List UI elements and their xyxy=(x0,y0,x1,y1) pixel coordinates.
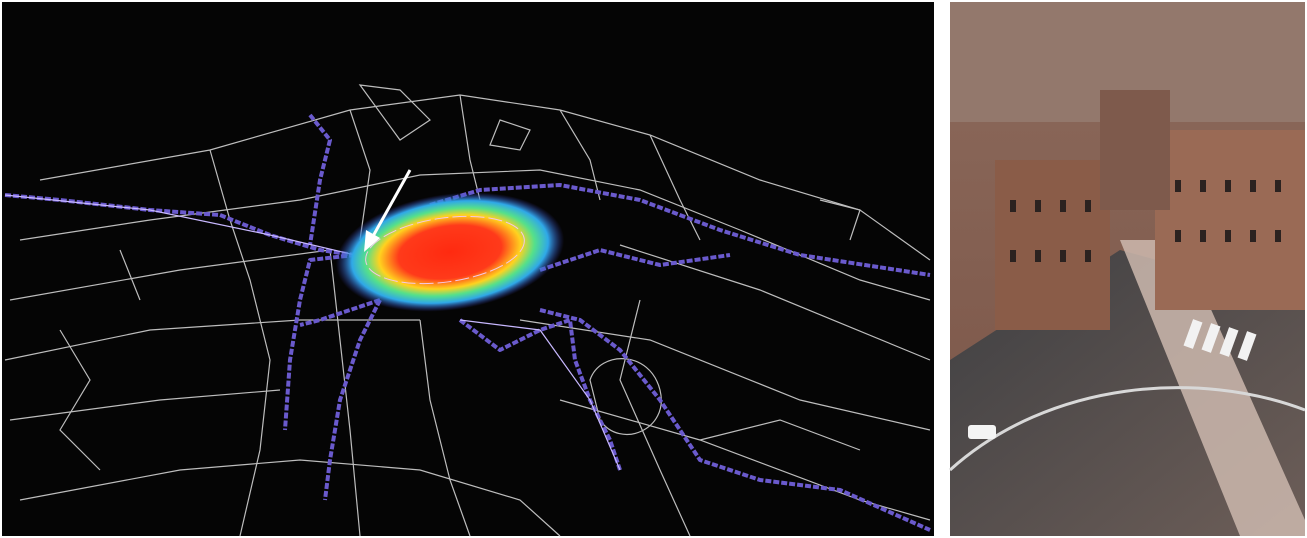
car xyxy=(968,425,996,439)
hotspot-paths xyxy=(365,215,525,285)
aerial-photo xyxy=(948,2,1306,536)
building-left xyxy=(995,160,1110,330)
trajectories xyxy=(4,113,931,532)
building-center xyxy=(1100,90,1170,210)
arrow xyxy=(364,169,412,252)
windows xyxy=(1010,180,1281,262)
umbrellas xyxy=(1183,319,1257,361)
heatmap-panel xyxy=(2,2,934,537)
building-right xyxy=(1155,130,1305,310)
